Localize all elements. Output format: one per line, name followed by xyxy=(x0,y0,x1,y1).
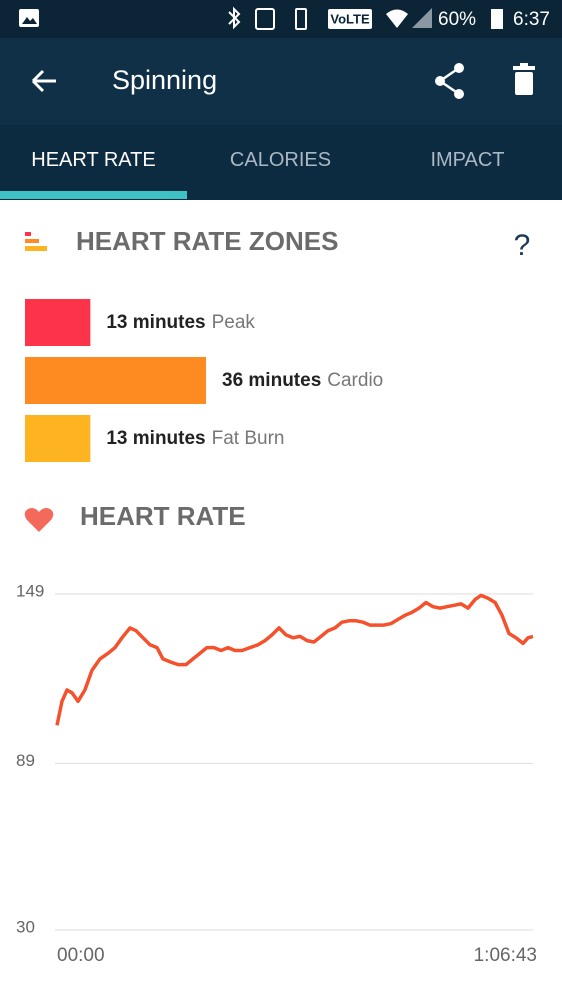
gallery-icon xyxy=(19,9,39,27)
bluetooth-icon xyxy=(228,6,241,30)
zone-label: 13 minutes Fat Burn xyxy=(106,428,284,449)
back-button[interactable] xyxy=(31,69,56,93)
content: ? HEART RATE ZONES 13 minutes Peak 36 minut… xyxy=(16,226,537,966)
zone-minutes: 13 minutes xyxy=(106,312,205,333)
tab[interactable]: CALORIES xyxy=(229,149,332,171)
zone-label: 36 minutes Cardio xyxy=(222,370,383,391)
zone-bar xyxy=(25,415,91,462)
section-title: HEART RATE xyxy=(80,501,246,531)
share-button[interactable] xyxy=(435,63,464,99)
heart-icon xyxy=(24,508,54,532)
battery-text: 60% xyxy=(438,9,476,30)
wifi-icon xyxy=(386,9,408,28)
tab[interactable]: IMPACT xyxy=(430,149,505,171)
status-bar: VoLTE 60% 6:37 xyxy=(0,0,562,38)
gallery-glyph xyxy=(22,17,37,24)
zones-icon xyxy=(25,232,47,251)
y-tick-label: 89 xyxy=(16,751,35,770)
zone-label: 13 minutes Peak xyxy=(106,312,255,333)
zone-minutes: 36 minutes xyxy=(222,370,321,391)
section-title: HEART RATE ZONES xyxy=(76,226,338,256)
delete-button[interactable] xyxy=(513,63,535,95)
nfc-icon xyxy=(255,8,275,30)
y-tick-label: 149 xyxy=(16,581,44,600)
x-tick-label: 00:00 xyxy=(57,945,105,966)
zone-name: Cardio xyxy=(327,370,383,391)
heart-rate-line xyxy=(55,593,534,726)
tab-bar: HEART RATE CALORIES IMPACT xyxy=(0,125,562,200)
volte-text: VoLTE xyxy=(330,11,370,26)
tab-indicator xyxy=(0,191,187,199)
zone-bar xyxy=(25,299,91,346)
y-tick-label: 30 xyxy=(16,917,35,936)
battery-icon xyxy=(491,9,503,29)
signal-icon xyxy=(412,8,432,28)
zone-name: Fat Burn xyxy=(212,428,285,449)
x-tick-label: 1:06:43 xyxy=(474,945,537,966)
status-icons: VoLTE 60% 6:37 xyxy=(19,6,550,30)
volte-badge xyxy=(328,9,372,29)
zone-bar xyxy=(25,357,206,404)
help-button[interactable]: ? xyxy=(514,229,531,262)
zone-name: Peak xyxy=(212,312,256,333)
app-bar-content: Spinning xyxy=(31,63,535,99)
zone-minutes: 13 minutes xyxy=(106,428,205,449)
app-bar: Spinning xyxy=(0,38,562,125)
tab[interactable]: HEART RATE xyxy=(31,149,156,171)
vibrate-icon xyxy=(295,8,307,30)
clock: 6:37 xyxy=(513,9,550,30)
app-title: Spinning xyxy=(112,65,217,95)
